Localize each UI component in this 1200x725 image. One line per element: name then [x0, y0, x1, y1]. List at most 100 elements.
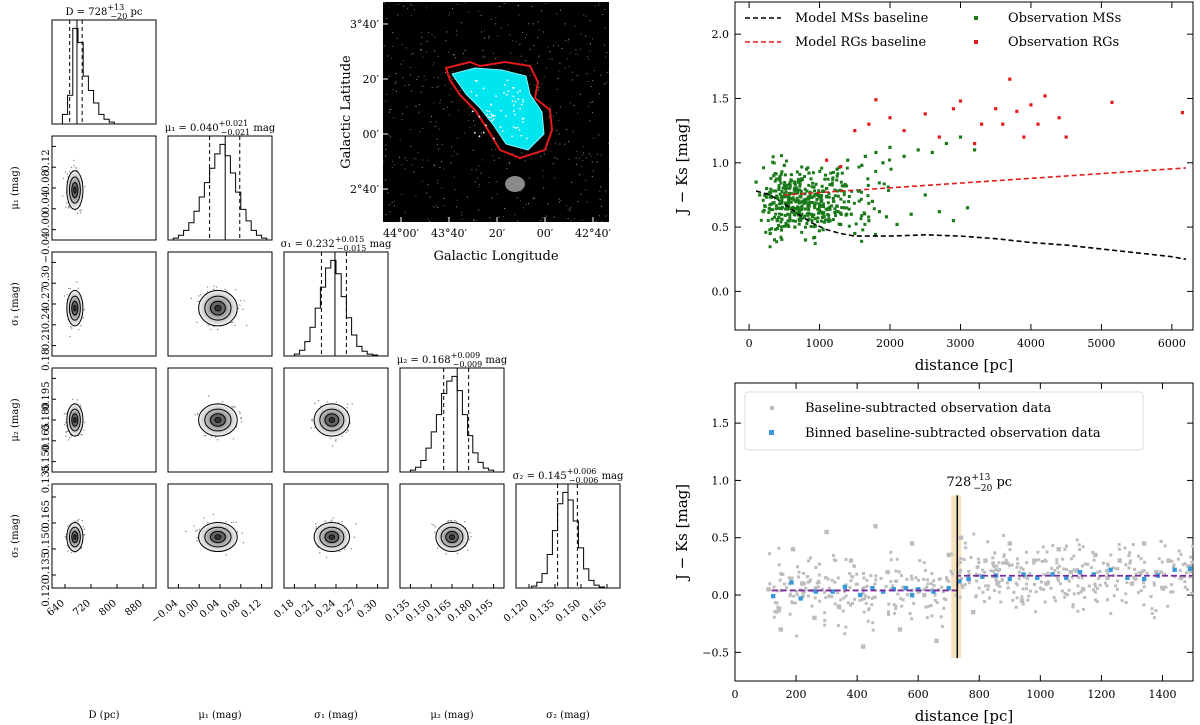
data-point — [1056, 577, 1059, 580]
noise-pixel — [410, 74, 411, 75]
noise-pixel — [605, 28, 606, 29]
sample-point — [205, 435, 206, 436]
noise-pixel — [517, 197, 518, 198]
noise-pixel — [568, 41, 569, 42]
noise-pixel — [569, 210, 570, 211]
sample-point — [232, 407, 233, 408]
noise-pixel — [590, 20, 591, 21]
ms-point — [781, 218, 784, 221]
data-point — [1105, 584, 1108, 587]
x-tick-label: 0.21 — [293, 598, 317, 621]
sample-point — [310, 428, 311, 429]
cloud-star — [483, 132, 485, 134]
ms-point — [811, 219, 814, 222]
noise-pixel — [538, 90, 539, 91]
data-point — [1106, 598, 1109, 601]
data-point — [902, 598, 905, 601]
data-point — [1099, 584, 1102, 587]
y-tick-label: 3°40′ — [350, 18, 379, 31]
noise-pixel — [478, 165, 479, 166]
noise-pixel — [605, 190, 606, 191]
sample-point — [213, 514, 214, 515]
ms-point — [818, 229, 821, 232]
data-point — [1153, 582, 1156, 585]
data-point — [930, 572, 933, 575]
data-point — [828, 595, 831, 598]
sample-point — [78, 519, 79, 520]
noise-pixel — [568, 39, 569, 40]
data-point — [834, 602, 837, 605]
sample-point — [336, 401, 337, 402]
data-point — [1065, 568, 1068, 571]
sample-point — [78, 329, 79, 330]
data-point — [984, 584, 987, 587]
data-point — [1185, 571, 1188, 574]
noise-pixel — [568, 159, 569, 160]
y-axis-label: μ₁ (mag) — [10, 166, 21, 209]
ms-point — [798, 173, 801, 176]
data-point — [824, 530, 828, 534]
noise-pixel — [385, 145, 386, 146]
x-axis-label: σ₂ (mag) — [546, 710, 590, 721]
data-point — [971, 610, 975, 614]
noise-pixel — [437, 144, 438, 145]
noise-pixel — [492, 198, 493, 199]
ms-point — [789, 186, 792, 189]
ms-point — [794, 200, 797, 203]
data-point — [785, 586, 788, 589]
cloud-star — [519, 90, 521, 92]
data-point — [827, 578, 830, 581]
noise-pixel — [384, 45, 385, 46]
data-point — [998, 591, 1001, 594]
data-point — [1083, 596, 1086, 599]
data-point — [963, 558, 966, 561]
sample-point — [197, 301, 198, 302]
data-point — [810, 605, 813, 608]
noise-pixel — [453, 54, 454, 55]
data-point — [847, 601, 850, 604]
data-point — [1179, 569, 1182, 572]
data-point — [1008, 548, 1011, 551]
param-title: μ₂ = 0.168+0.009 −0.009 mag — [397, 351, 508, 369]
noise-pixel — [392, 32, 393, 33]
data-point — [1096, 571, 1099, 574]
rg-point — [952, 107, 955, 110]
noise-pixel — [538, 29, 539, 30]
noise-pixel — [574, 218, 575, 219]
data-point — [1166, 605, 1169, 608]
sample-point — [68, 439, 69, 440]
noise-pixel — [383, 161, 384, 162]
uncertainty-band — [951, 495, 961, 658]
sample-point — [197, 414, 198, 415]
sample-point — [351, 548, 352, 549]
ms-point — [779, 236, 782, 239]
data-point — [925, 586, 928, 589]
cloud-star — [491, 120, 493, 122]
sample-point — [312, 419, 313, 420]
ms-point — [769, 203, 772, 206]
data-point — [1053, 569, 1056, 572]
noise-pixel — [437, 180, 438, 181]
ms-point — [762, 210, 765, 213]
histogram — [284, 260, 388, 356]
noise-pixel — [427, 41, 428, 42]
ms-point — [813, 206, 816, 209]
noise-pixel — [397, 38, 398, 39]
data-point — [896, 593, 899, 596]
noise-pixel — [512, 153, 513, 154]
noise-pixel — [396, 91, 397, 92]
sample-point — [339, 551, 340, 552]
sample-point — [71, 328, 72, 329]
data-point — [837, 624, 840, 627]
noise-pixel — [422, 128, 423, 129]
data-point — [1022, 568, 1025, 571]
data-point — [863, 597, 866, 600]
noise-pixel — [392, 167, 393, 168]
data-point — [865, 602, 868, 605]
sample-point — [76, 281, 77, 282]
ms-point — [973, 148, 976, 151]
ms-point — [764, 205, 767, 208]
noise-pixel — [543, 176, 544, 177]
noise-pixel — [418, 112, 419, 113]
data-point — [1082, 545, 1085, 548]
